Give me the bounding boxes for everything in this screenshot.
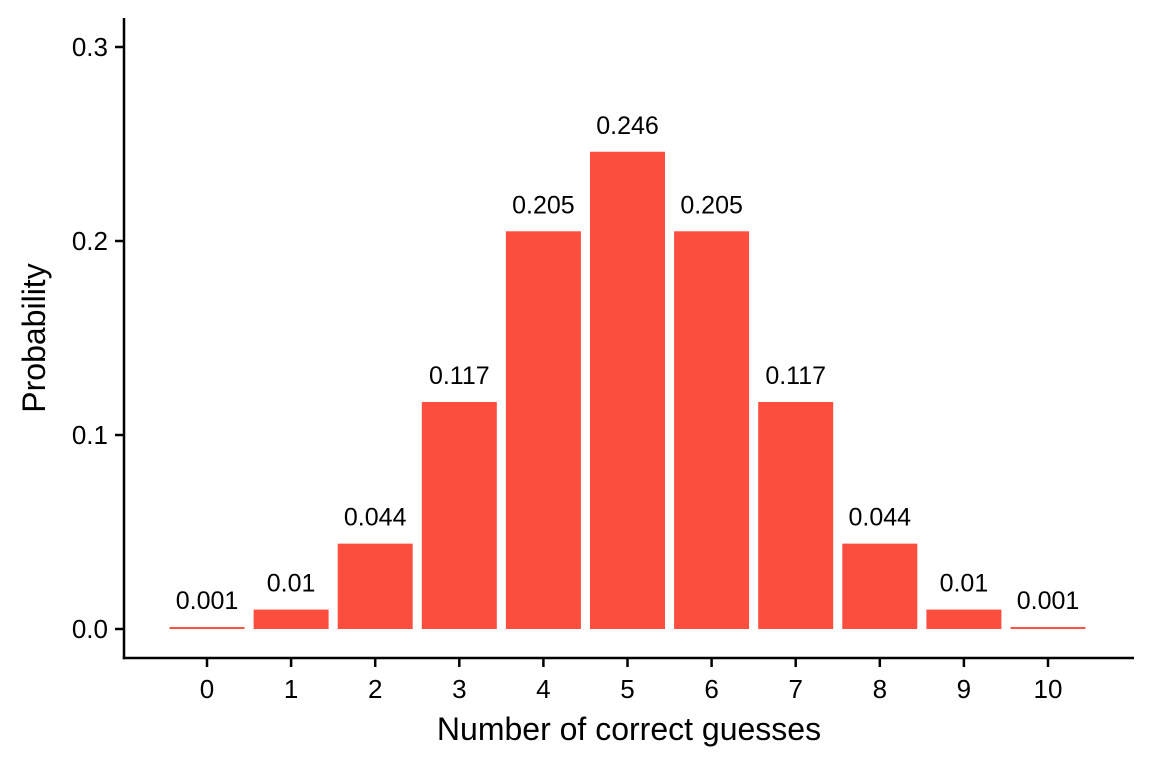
x-tick-label-9: 9 [957, 674, 971, 704]
y-tick-label-0.3: 0.3 [72, 32, 108, 62]
x-axis-title: Number of correct guesses [437, 711, 821, 747]
data-label-1: 0.01 [267, 570, 316, 598]
x-ticks-layer: 0 1 2 3 4 5 6 7 8 9 10 [200, 658, 1063, 704]
bar-5 [590, 151, 665, 629]
data-label-3: 0.117 [429, 362, 490, 390]
bar-4 [505, 231, 581, 630]
y-tick-label-0.0: 0.0 [72, 614, 108, 644]
x-tick-label-7: 7 [788, 674, 802, 704]
x-tick-label-0: 0 [200, 674, 214, 704]
data-label-9: 0.01 [940, 570, 989, 598]
y-tick-label-0.1: 0.1 [72, 420, 108, 450]
y-axis-title: Probability [16, 263, 52, 412]
x-tick-label-5: 5 [620, 674, 634, 704]
bar-9 [926, 609, 1002, 629]
data-label-0: 0.001 [176, 587, 239, 615]
y-tick-label-0.2: 0.2 [72, 226, 108, 256]
data-label-4: 0.205 [512, 191, 575, 219]
data-labels-layer: 0.001 0.01 0.044 0.117 0.205 0.246 0.205 0.117 0… [176, 112, 1080, 615]
bar-6 [674, 231, 750, 630]
bar-8 [842, 543, 918, 629]
x-tick-label-2: 2 [368, 674, 382, 704]
x-tick-label-6: 6 [704, 674, 718, 704]
data-label-10: 0.001 [1017, 587, 1080, 615]
bar-2 [337, 543, 413, 629]
data-label-7: 0.117 [765, 362, 826, 390]
bar-10 [1010, 627, 1086, 629]
x-tick-label-10: 10 [1034, 674, 1063, 704]
bar-7 [758, 402, 834, 629]
x-tick-label-1: 1 [284, 674, 298, 704]
x-tick-label-4: 4 [536, 674, 550, 704]
data-label-2: 0.044 [344, 504, 407, 532]
bar-0 [169, 627, 245, 629]
x-tick-label-8: 8 [873, 674, 887, 704]
data-label-5: 0.246 [596, 112, 659, 140]
data-label-8: 0.044 [849, 504, 912, 532]
x-tick-label-3: 3 [452, 674, 466, 704]
bar-1 [253, 609, 329, 629]
bar-3 [421, 402, 497, 629]
y-ticks-layer: 0.0 0.1 0.2 0.3 [72, 32, 124, 644]
bars-layer [169, 151, 1086, 630]
data-label-6: 0.205 [680, 191, 743, 219]
